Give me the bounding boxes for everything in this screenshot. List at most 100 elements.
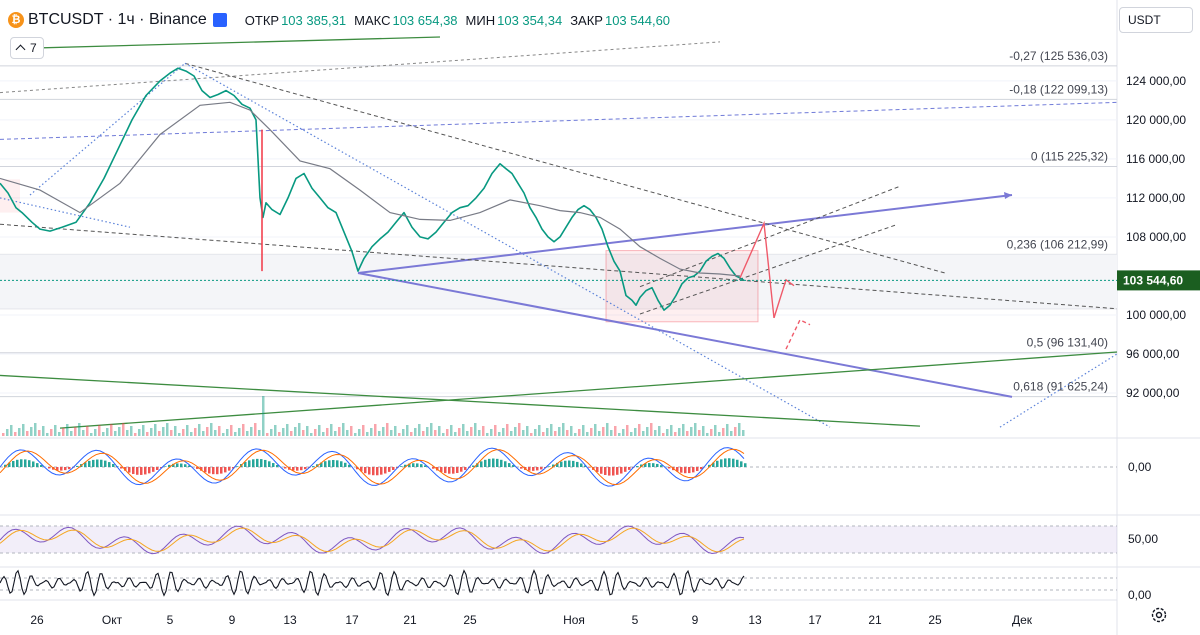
fib-zone [0, 254, 1117, 309]
macd-hist-132 [528, 467, 531, 471]
close-label: ЗАКР [570, 12, 603, 28]
flag-icon[interactable] [212, 13, 227, 27]
volume-bar-139 [558, 427, 561, 436]
macd-hist-100 [400, 466, 403, 467]
macd-hist-89 [356, 467, 359, 470]
x-tick-11: 13 [748, 613, 762, 627]
volume-bar-156 [626, 425, 629, 436]
macd-hist-133 [532, 467, 535, 471]
macd-hist-41 [164, 466, 167, 467]
arrow-head [1004, 192, 1012, 199]
macd-hist-149 [596, 467, 599, 473]
macd-hist-54 [216, 467, 219, 475]
volume-bar-108 [434, 430, 437, 436]
symbol-title[interactable]: BTCUSDT · 1ч · Binance [28, 11, 207, 28]
volume-bar-75 [302, 430, 305, 436]
volume-bar-8 [34, 423, 37, 436]
macd-hist-34 [136, 467, 139, 475]
indicator-panes: 0,00 50,00 0,00 [0, 447, 1158, 602]
volume-bar-10 [42, 426, 45, 436]
macd-hist-122 [488, 458, 491, 467]
volume-bar-18 [74, 427, 77, 436]
volume-bar-90 [362, 425, 365, 436]
x-tick-4: 13 [283, 613, 297, 627]
macd-hist-103 [412, 463, 415, 467]
macd-hist-157 [628, 467, 631, 470]
x-tick-5: 17 [345, 613, 359, 627]
volume-bar-121 [486, 433, 489, 436]
macd-hist-138 [552, 464, 555, 467]
macd-tick: 0,00 [1128, 460, 1152, 474]
moving-average-line [0, 101, 741, 277]
volume-bar-133 [534, 429, 537, 436]
high-label: МАКС [354, 12, 391, 28]
volume-bar-140 [562, 423, 565, 436]
volume-bar-68 [274, 425, 277, 436]
y-tick-7: 92 000,00 [1126, 386, 1180, 400]
time-axis[interactable]: 26 Окт 5 9 13 17 21 25 Ноя 5 9 13 17 21 25 Дек [30, 613, 1032, 627]
volume-bar-143 [574, 433, 577, 436]
macd-hist-19 [76, 465, 79, 467]
volume-bar-132 [530, 433, 533, 436]
macd-hist-22 [88, 460, 91, 467]
macd-hist-30 [120, 467, 123, 469]
price-axis[interactable]: 103 544,60 124 000,00 120 000,00 116 000,00… [0, 74, 1200, 400]
macd-hist-153 [612, 467, 615, 476]
volume-bar-123 [494, 425, 497, 436]
volume-bar-85 [342, 423, 345, 436]
volume-bar-82 [330, 424, 333, 436]
macd-hist-7 [28, 460, 31, 467]
macd-hist-140 [560, 461, 563, 467]
volume-bar-3 [14, 432, 17, 436]
volume-bar-61 [246, 431, 249, 436]
macd-hist-186 [744, 463, 747, 467]
macd-hist-28 [112, 464, 115, 467]
volume-bar-147 [590, 428, 593, 436]
volume-bar-64 [258, 430, 261, 436]
settings-gear-icon[interactable] [1150, 606, 1168, 624]
indicators-count: 7 [30, 41, 37, 55]
volume-bar-157 [630, 432, 633, 436]
green-line-top [9, 36, 441, 50]
macd-hist-59 [236, 466, 239, 467]
volume-bar-182 [730, 431, 733, 436]
volume-bar-53 [214, 430, 217, 436]
volume-bar-161 [646, 427, 649, 436]
volume-bar-170 [682, 424, 685, 436]
x-tick-15: Дек [1012, 613, 1033, 627]
macd-hist-167 [668, 467, 671, 469]
green-line-1 [0, 374, 921, 427]
macd-hist-42 [168, 464, 171, 467]
volume-bar-101 [406, 425, 409, 436]
macd-hist-68 [272, 463, 275, 467]
macd-hist-55 [220, 467, 223, 474]
low-value: 103 354,34 [497, 12, 563, 28]
volume-bar-39 [158, 431, 161, 436]
indicators-toggle-button[interactable]: 7 [10, 37, 44, 59]
volume-bar-172 [690, 427, 693, 436]
volume-bar-174 [698, 430, 701, 436]
macd-hist-135 [540, 467, 543, 470]
macd-hist-33 [132, 467, 135, 474]
volume-bar-162 [650, 423, 653, 436]
macd-hist-91 [364, 467, 367, 474]
volume-bar-154 [618, 433, 621, 436]
volume-bar-175 [702, 426, 705, 436]
macd-hist-141 [564, 460, 567, 467]
macd-hist-137 [548, 466, 551, 467]
volume-bar-119 [478, 430, 481, 436]
macd-hist-53 [212, 467, 215, 475]
macd-hist-181 [724, 458, 727, 467]
open-value: 103 385,31 [281, 12, 347, 28]
volume-bar-107 [430, 423, 433, 436]
macd-hist-159 [636, 466, 639, 467]
currency-selector[interactable]: USDT [1119, 7, 1193, 33]
volume-bar-71 [286, 424, 289, 436]
last-price-label: 103 544,60 [1123, 273, 1183, 287]
volume-bar-12 [50, 429, 53, 436]
volume-bar-28 [114, 431, 117, 436]
dotted-fan-4 [999, 353, 1118, 428]
macd-hist-75 [300, 467, 303, 471]
macd-hist-26 [104, 460, 107, 467]
